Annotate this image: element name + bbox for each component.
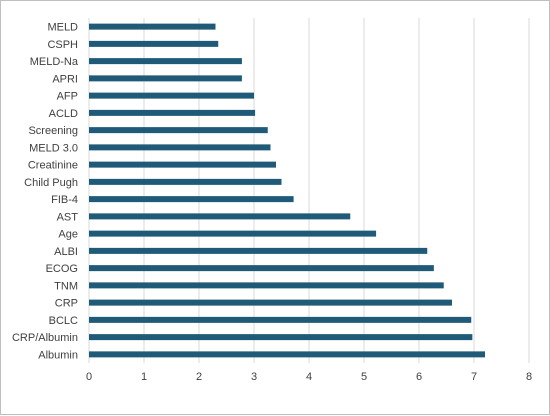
category-label-screening: Screening: [28, 125, 78, 137]
category-label-acld: ACLD: [49, 108, 78, 120]
x-tick-label-3: 3: [251, 371, 257, 383]
x-tick-label-1: 1: [141, 371, 147, 383]
bar-crp-albumin: [89, 334, 473, 341]
bar-child-pugh: [89, 178, 282, 185]
bar-albi: [89, 247, 428, 254]
bar-age: [89, 230, 377, 237]
bar-meld: [89, 23, 216, 30]
category-label-albumin: Albumin: [38, 349, 78, 361]
category-label-apri: APRI: [52, 73, 78, 85]
category-label-bclc: BCLC: [49, 315, 78, 327]
bar-ecog: [89, 265, 434, 272]
category-label-crp: CRP: [55, 298, 78, 310]
bar-screening: [89, 127, 268, 134]
x-tick-label-2: 2: [196, 371, 202, 383]
bar-ast: [89, 213, 351, 220]
bar-meld-3-0: [89, 144, 271, 151]
x-tick-label-7: 7: [471, 371, 477, 383]
bar-acld: [89, 109, 256, 116]
category-label-tnm: TNM: [54, 280, 78, 292]
bar-afp: [89, 92, 254, 99]
bar-fib-4: [89, 196, 294, 203]
category-label-creatinine: Creatinine: [28, 160, 78, 172]
bar-tnm: [89, 282, 444, 289]
bar-csph: [89, 40, 219, 47]
bar-crp: [89, 299, 452, 306]
category-label-meld: MELD: [47, 22, 78, 34]
category-label-afp: AFP: [57, 91, 78, 103]
category-label-ecog: ECOG: [46, 263, 78, 275]
category-label-age: Age: [58, 229, 78, 241]
bar-albumin: [89, 351, 485, 358]
bar-bclc: [89, 316, 472, 323]
x-tick-label-5: 5: [361, 371, 367, 383]
x-tick-label-6: 6: [416, 371, 422, 383]
category-label-ast: AST: [57, 211, 79, 223]
category-label-csph: CSPH: [47, 39, 78, 51]
bar-apri: [89, 75, 242, 82]
category-label-albi: ALBI: [54, 246, 78, 258]
x-tick-label-8: 8: [526, 371, 532, 383]
bar-meld-na: [89, 58, 242, 65]
x-tick-label-4: 4: [306, 371, 312, 383]
category-label-child-pugh: Child Pugh: [24, 177, 78, 189]
category-label-meld-3-0: MELD 3.0: [29, 142, 78, 154]
category-label-meld-na: MELD-Na: [30, 56, 79, 68]
x-tick-label-0: 0: [86, 371, 92, 383]
bar-creatinine: [89, 161, 276, 168]
category-label-fib-4: FIB-4: [51, 194, 78, 206]
category-label-crp-albumin: CRP/Albumin: [12, 332, 78, 344]
